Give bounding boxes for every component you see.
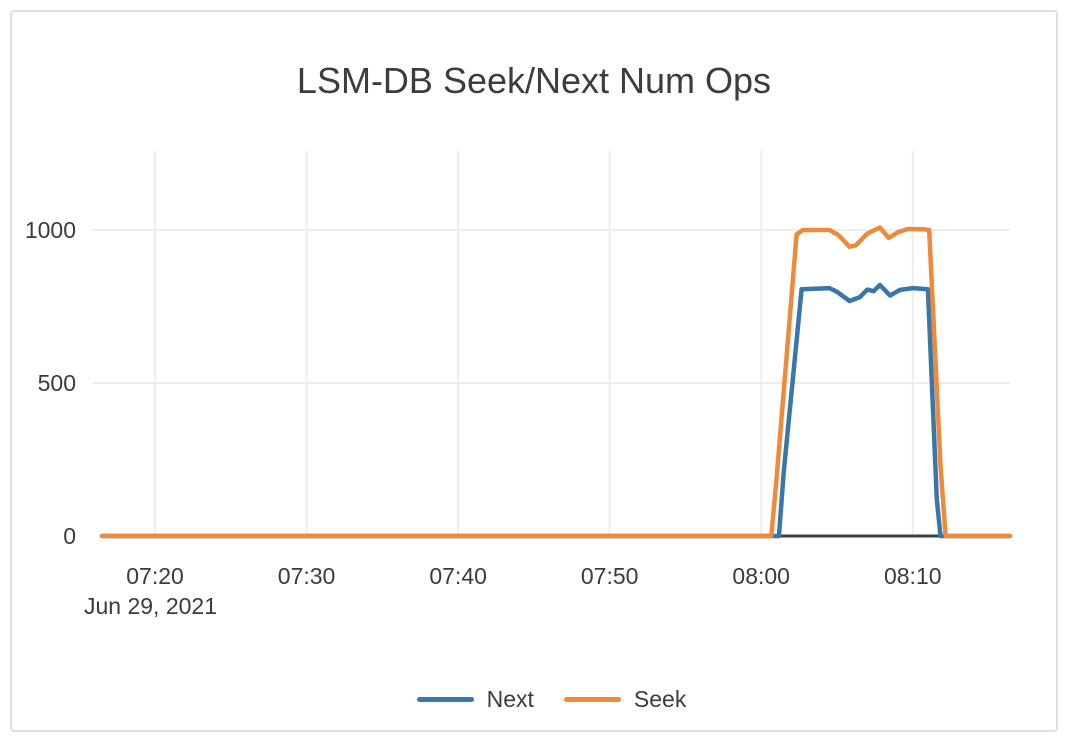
legend-swatch-seek (563, 697, 621, 702)
chart-card: LSM-DB Seek/Next Num Ops (10, 10, 1058, 732)
x-axis-date-label: Jun 29, 2021 (84, 593, 218, 619)
y-tick-label: 500 (37, 369, 76, 396)
x-tick-label: 08:00 (732, 563, 790, 589)
y-tick-label: 1000 (24, 216, 76, 243)
legend-item-next[interactable]: Next (416, 686, 534, 713)
x-tick-label: 07:30 (277, 563, 336, 589)
x-tick-label: 07:40 (429, 563, 487, 589)
legend-label: Seek (633, 686, 687, 712)
x-tick-label: 07:20 (126, 563, 184, 589)
chart-legend: Next Seek (93, 686, 1010, 713)
legend-item-seek[interactable]: Seek (563, 686, 687, 713)
legend-swatch-next (416, 697, 474, 702)
series-line-seek (99, 225, 1013, 539)
legend-label: Next (486, 686, 534, 712)
series-line-next (99, 282, 1013, 539)
chart-title: LSM-DB Seek/Next Num Ops (296, 60, 772, 101)
x-tick-label: 07:50 (580, 563, 639, 589)
x-tick-label: 08:10 (883, 563, 942, 589)
plot-area[interactable] (93, 151, 1010, 536)
y-tick-label: 0 (63, 523, 76, 549)
